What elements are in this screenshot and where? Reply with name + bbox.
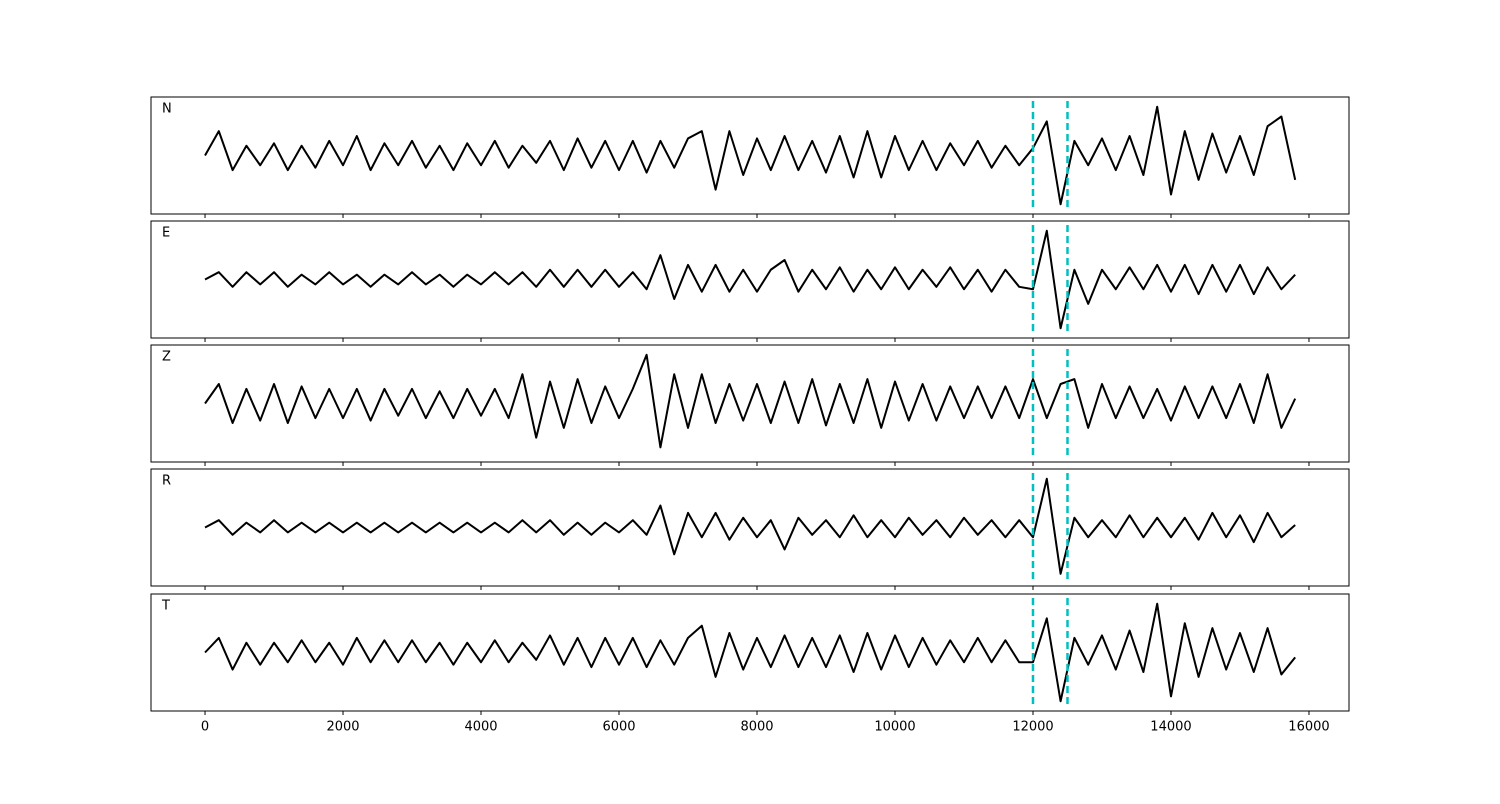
x-tick-label: 2000: [326, 720, 359, 735]
panel-label: N: [162, 102, 172, 117]
x-tick-label: 0: [201, 720, 209, 735]
trace-line: [204, 602, 1296, 703]
x-tick-label: 12000: [1012, 720, 1053, 735]
panel-label: T: [161, 599, 170, 614]
trace-line: [204, 353, 1297, 449]
x-tick-label: 6000: [602, 720, 635, 735]
trace-line: [204, 229, 1296, 330]
panel-label: E: [162, 226, 170, 241]
x-tick-label: 16000: [1288, 720, 1329, 735]
x-tick-label: 10000: [874, 720, 915, 735]
x-tick-label: 4000: [464, 720, 497, 735]
trace-line: [204, 477, 1296, 575]
trace-line: [204, 105, 1297, 206]
x-tick-label: 14000: [1150, 720, 1191, 735]
panel-label: R: [162, 474, 171, 489]
x-tick-label: 8000: [740, 720, 773, 735]
panel-label: Z: [162, 350, 171, 365]
